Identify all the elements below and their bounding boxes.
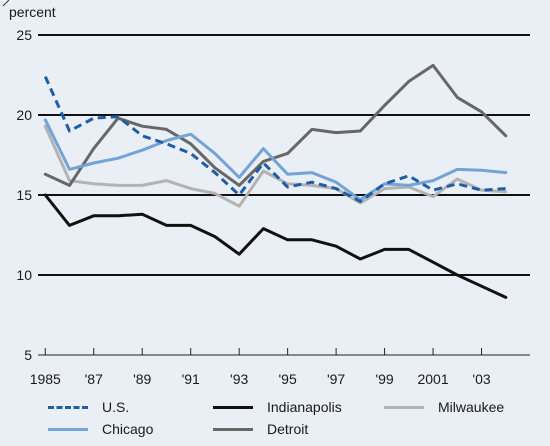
series-line-detroit (43, 63, 508, 187)
x-tick-label-1997: '97 (327, 371, 345, 387)
series-line-indianapolis (43, 193, 508, 299)
x-tick-label-1999: '99 (375, 371, 393, 387)
y-tick-label-10: 10 (16, 267, 32, 283)
series-line-milwaukee (43, 124, 508, 208)
x-tick-labels: 1985 '87 '89 '91 '93 '95 '97 '99 2001 '03 (30, 348, 491, 387)
grid-lines (38, 34, 530, 356)
x-tick-label-1985: 1985 (30, 371, 61, 387)
y-tick-label-5: 5 (24, 347, 32, 363)
x-tick-label-1987: '87 (85, 371, 103, 387)
y-tick-labels: 5 10 15 20 25 (16, 27, 32, 363)
axis-corner-mark (2, 0, 10, 7)
y-axis-label: percent (9, 4, 56, 20)
x-tick-label-2001: 2001 (417, 371, 448, 387)
axis-decor (2, 0, 10, 7)
series-line-chicago (43, 118, 508, 202)
x-tick-label-1995: '95 (279, 371, 297, 387)
y-tick-label-20: 20 (16, 107, 32, 123)
x-tick-label-1989: '89 (133, 371, 151, 387)
x-tick-label-2003: '03 (472, 371, 490, 387)
series-line-us (43, 75, 506, 203)
x-tick-label-1991: '91 (182, 371, 200, 387)
y-tick-label-25: 25 (16, 27, 32, 43)
y-tick-label-15: 15 (16, 187, 32, 203)
x-tick-label-1993: '93 (230, 371, 248, 387)
series-lines (43, 63, 508, 299)
